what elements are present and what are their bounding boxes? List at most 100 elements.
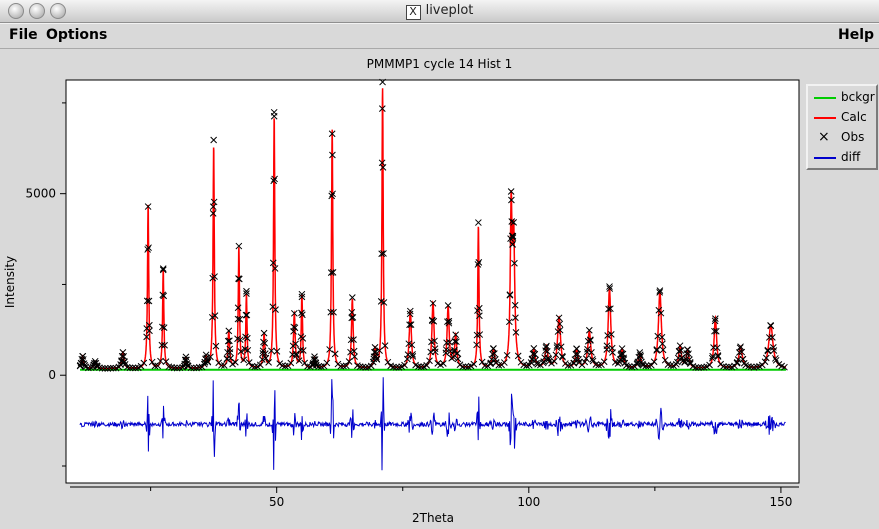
obs-point [273,347,281,355]
obs-point [500,359,508,366]
obs-point [714,353,722,360]
obs-point [154,362,162,370]
menu-options-label: Options [46,27,108,43]
obs-point [349,314,357,321]
obs-point [607,330,615,338]
obs-point [628,363,636,371]
y-tick-label: 5000 [25,187,56,201]
obs-point [80,360,88,367]
obs-point [342,362,350,370]
obs-point [271,175,278,183]
obs-point [606,283,613,290]
obs-point [329,190,336,198]
x-tick-label: 100 [517,495,540,509]
obs-point [753,363,761,371]
obs-point [123,363,131,371]
obs-point [770,347,778,354]
obs-point [657,309,665,317]
obs-point [531,350,539,358]
obs-point [299,347,307,354]
obs-point [476,331,484,338]
menu-file[interactable]: File [9,27,38,43]
obs-point [492,359,500,366]
obs-point [584,337,592,345]
obs-point [512,328,520,336]
obs-point [406,307,414,315]
menu-options[interactable]: Options [46,27,107,43]
minimize-window-button[interactable] [29,3,45,19]
zoom-window-button[interactable] [50,3,66,19]
obs-point [256,361,264,369]
obs-point [347,336,355,344]
obs-point [212,342,220,350]
obs-point [270,177,278,185]
obs-point [158,323,166,331]
obs-point [761,358,769,366]
obs-point [269,259,277,267]
obs-point [711,327,718,335]
obs-point [251,363,259,371]
obs-point [210,198,218,206]
obs-point [574,350,581,358]
window-title-text: liveplot [425,3,474,18]
obs-point [667,362,675,369]
obs-point [585,326,593,334]
obs-point [162,358,170,366]
obs-point [562,360,569,367]
obs-point [507,188,515,195]
obs-point [326,346,333,353]
y-axis-label: Intensity [3,256,17,308]
obs-point [379,164,387,171]
obs-point [312,361,320,369]
obs-point [686,356,693,363]
obs-point [481,362,489,370]
obs-point [220,362,228,369]
obs-point [595,361,602,369]
obs-point [243,290,250,297]
obs-point [297,346,304,354]
obs-point [738,348,746,356]
obs-point [331,350,339,358]
diff-series-line [79,377,786,471]
obs-point [160,292,168,300]
obs-point [573,345,581,353]
close-window-button[interactable] [8,3,24,19]
legend-item-obs: × Obs [808,128,876,148]
obs-point [81,362,89,369]
obs-point [362,364,370,371]
obs-point [677,347,685,354]
obs-point [653,346,661,353]
obs-point [772,356,780,364]
obs-point [268,347,275,355]
menu-help[interactable]: Help [838,27,874,43]
obs-point [120,352,128,360]
obs-point [654,332,662,340]
y-tick-label: 0 [48,368,56,382]
obs-point [553,342,561,349]
obs-point [272,306,279,313]
obs-point [764,346,772,354]
obs-point [270,112,278,120]
obs-point [195,363,203,371]
obs-point [224,337,232,345]
obs-point [373,356,381,363]
obs-point [459,363,467,371]
legend-label-obs: Obs [841,130,865,144]
obs-point [508,196,515,204]
obs-point [695,364,702,372]
x-tick-label: 50 [269,495,284,509]
obs-point [659,340,666,348]
obs-point [605,305,612,313]
obs-point [409,350,416,358]
chart-title: PMMMP1 cycle 14 Hist 1 [366,57,513,71]
obs-point [767,322,775,330]
obs-point [446,338,453,346]
obs-point [588,349,595,356]
obs-point [685,350,692,358]
obs-point [226,337,233,345]
obs-point [144,203,152,210]
legend-item-calc: Calc [808,108,876,128]
